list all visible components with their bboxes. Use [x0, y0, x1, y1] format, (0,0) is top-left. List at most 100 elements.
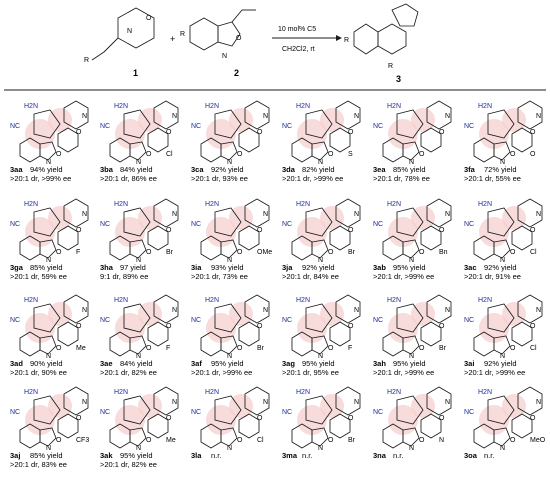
highlight-spot: [229, 394, 253, 418]
oxindole-o-atom: O: [419, 345, 425, 352]
barbiturate-n-atom: N: [263, 113, 268, 120]
highlight-spot: [388, 217, 418, 247]
amino-group-label: H2N: [205, 201, 219, 208]
spiro-cyclopentene-ring: [487, 303, 515, 333]
barbiturate-o-atom: O: [439, 323, 445, 330]
highlight-spot: [48, 302, 72, 326]
oxindole-lactam-ring: [311, 141, 329, 161]
compound-yield: 95% yield: [120, 451, 153, 460]
amino-group-label: H2N: [205, 103, 219, 110]
spiro-cyclopentene-ring: [123, 395, 151, 425]
compound-id: 3ab: [373, 263, 386, 272]
compound-id: 3la: [191, 451, 202, 460]
aryl-substituent-ring: [511, 127, 533, 153]
barbiturate-ring: [244, 294, 270, 324]
aryl-substituent-ring: [420, 127, 442, 153]
amino-group-label: H2N: [478, 201, 492, 208]
reactant-2-label: 2: [234, 68, 239, 78]
highlight-spot: [206, 405, 236, 435]
product-r2-label: R: [388, 63, 393, 70]
reactant-2-structure: O N R 2: [180, 9, 256, 78]
barbiturate-n-atom: N: [82, 399, 87, 406]
barbiturate-o-atom: O: [530, 227, 536, 234]
spiro-cyclopentene-ring: [305, 109, 333, 139]
barbiturate-n-atom: N: [263, 211, 268, 218]
oxindole-lactam-ring: [129, 335, 147, 355]
compound-selectivity: >20:1 dr, >99% ee: [464, 368, 525, 377]
aryl-substituent-ring: [329, 127, 351, 153]
barbiturate-o-atom: O: [257, 129, 263, 136]
barbiturate-n-atom: N: [263, 399, 268, 406]
nitrile-group-label: NC: [100, 221, 110, 228]
spiro-cyclopentene-ring: [396, 207, 424, 237]
oxindole-lactam-ring: [402, 239, 420, 259]
amino-group-label: H2N: [296, 103, 310, 110]
substituent-label: OMe: [257, 249, 272, 256]
oxindole-n-atom: N: [409, 353, 414, 360]
aryl-substituent-ring: [329, 225, 351, 251]
compound-id: 3ia: [191, 263, 202, 272]
barbiturate-o-atom: O: [76, 227, 82, 234]
oxindole-lactam-ring: [129, 239, 147, 259]
highlight-spot: [479, 405, 509, 435]
spiro-cyclopentene-ring: [33, 109, 61, 139]
barbiturate-o-atom: O: [166, 323, 172, 330]
barbiturate-n-atom: N: [536, 307, 541, 314]
compound-yield: 92% yield: [211, 165, 244, 174]
compound-id: 3aj: [10, 451, 20, 460]
substituent-label: Cl: [166, 151, 173, 158]
conditions-label: CH2Cl2, rt: [282, 46, 315, 53]
barbiturate-o-atom: O: [76, 323, 82, 330]
amino-group-label: H2N: [478, 389, 492, 396]
oxindole-o-atom: O: [146, 249, 152, 256]
amino-group-label: H2N: [387, 201, 401, 208]
barbiturate-o-atom: O: [257, 227, 263, 234]
compound-id: 3ak: [100, 451, 113, 460]
oxindole-lactam-ring: [493, 335, 511, 355]
spiro-cyclopentene-ring: [123, 207, 151, 237]
substituent-label: F: [348, 345, 352, 352]
nitrile-group-label: NC: [100, 123, 110, 130]
amino-group-label: H2N: [296, 389, 310, 396]
oxindole-lactam-ring: [402, 335, 420, 355]
highlight-spot: [297, 217, 327, 247]
reactant-1-o-atom: O: [146, 15, 152, 22]
substituent-label: F: [76, 249, 80, 256]
nitrile-group-label: NC: [282, 123, 292, 130]
amino-group-label: H2N: [114, 201, 128, 208]
highlight-spot: [25, 313, 55, 343]
spiro-cyclopentene-ring: [305, 303, 333, 333]
oxindole-o-atom: O: [328, 345, 334, 352]
compound-id: 3ga: [10, 263, 24, 272]
reactant-1-r-label: R: [84, 57, 89, 64]
oxindole-lactam-ring: [402, 427, 420, 447]
spiro-cyclopentene-ring: [396, 395, 424, 425]
substituent-label: MeO: [530, 437, 546, 444]
barbiturate-ring: [63, 100, 89, 130]
compound-yield: 97 yield: [120, 263, 146, 272]
barbiturate-o-atom: O: [530, 323, 536, 330]
highlight-spot: [297, 313, 327, 343]
barbiturate-ring: [517, 198, 543, 228]
barbiturate-ring: [244, 100, 270, 130]
barbiturate-o-atom: O: [348, 129, 354, 136]
compound-selectivity: >20:1 dr, 90% ee: [10, 368, 67, 377]
aryl-substituent-ring: [511, 321, 533, 347]
barbiturate-o-atom: O: [257, 323, 263, 330]
nitrile-group-label: NC: [191, 317, 201, 324]
nitrile-group-label: NC: [282, 317, 292, 324]
compound-yield: 92% yield: [302, 263, 335, 272]
oxindole-n-atom: N: [409, 445, 414, 452]
highlight-spot: [25, 405, 55, 435]
barbiturate-ring: [335, 294, 361, 324]
oxindole-o-atom: O: [237, 249, 243, 256]
reactant-1-structure: N O R 1: [84, 7, 155, 78]
